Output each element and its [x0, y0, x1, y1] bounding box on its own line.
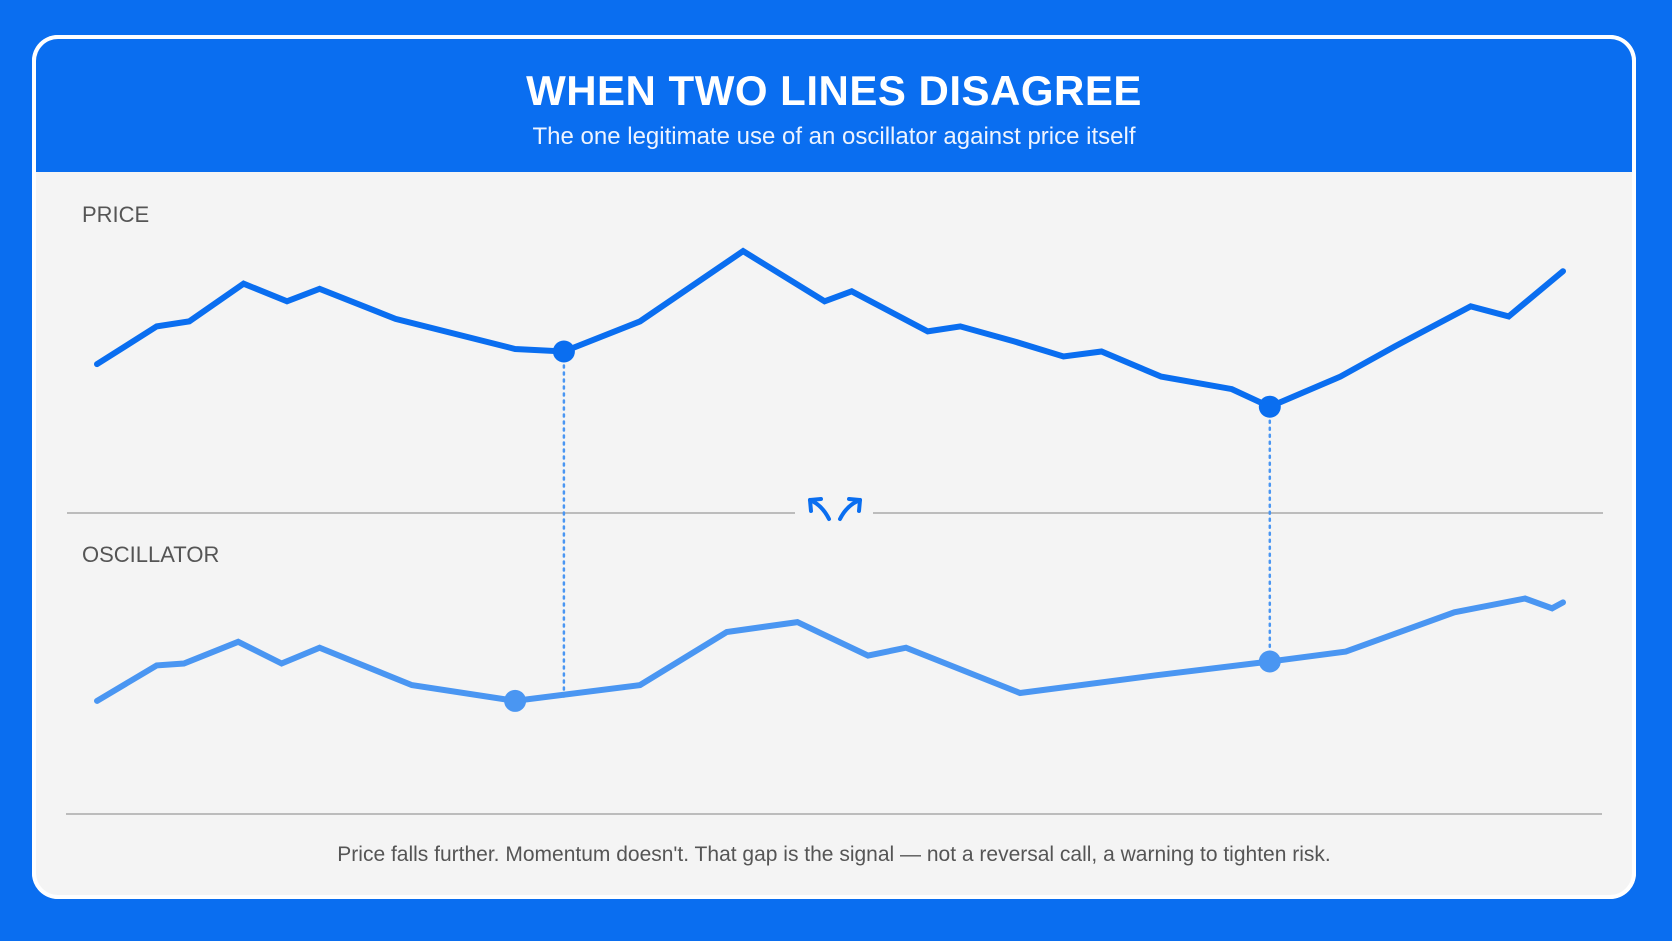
price-panel-label: PRICE: [82, 202, 149, 227]
header-banner: WHEN TWO LINES DISAGREE The one legitima…: [36, 39, 1632, 172]
oscillator-marker-point: [504, 689, 527, 712]
footnote: Price falls further. Momentum doesn't. T…: [337, 843, 1331, 866]
divergence-connectors: [562, 350, 1272, 703]
price-marker-point: [552, 340, 575, 363]
oscillator-panel-label: OSCILLATOR: [82, 542, 219, 567]
plot-area: [94, 247, 1566, 712]
chart-subtitle: The one legitimate use of an oscillator …: [532, 123, 1136, 150]
price-series-line: [94, 247, 1566, 410]
diverging-arrows-icon: [808, 497, 862, 521]
price-marker-point: [1258, 395, 1281, 418]
chart-title: WHEN TWO LINES DISAGREE: [526, 67, 1142, 114]
oscillator-series-line: [94, 595, 1566, 704]
oscillator-marker-point: [1258, 650, 1281, 673]
chart-card: WHEN TWO LINES DISAGREE The one legitima…: [32, 35, 1636, 899]
